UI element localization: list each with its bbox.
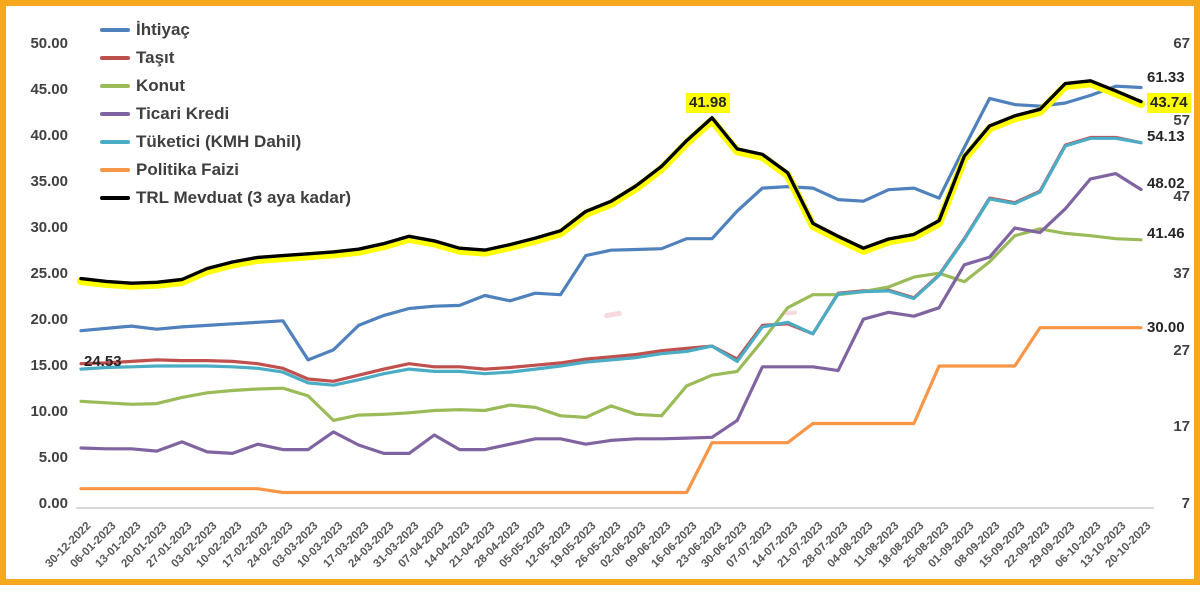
y-right-tick-17: 17: [1173, 418, 1190, 436]
line-chart-plot: [77, 79, 1145, 495]
legend-swatch-tuketici: [100, 140, 130, 144]
series-line-trl-mevduat: [79, 79, 1143, 285]
legend-item-tuketici[interactable]: Tüketici (KMH Dahil): [100, 128, 301, 156]
data-label-41.46: 41.46: [1147, 225, 1185, 242]
y-right-tick-7: 7: [1181, 495, 1190, 512]
y-left-tick-20.00: 20.00: [30, 311, 68, 328]
legend-swatch-trl-mevduat: [100, 196, 130, 200]
legend-swatch-ihtiyac: [100, 28, 130, 32]
data-label-24.53: 24.53: [84, 353, 122, 370]
legend-item-konut[interactable]: Konut: [100, 72, 185, 100]
legend-label-tuketici: Tüketici (KMH Dahil): [136, 132, 302, 151]
legend-item-trl-mevduat[interactable]: TRL Mevduat (3 aya kadar): [100, 184, 351, 212]
legend-swatch-tasit: [100, 56, 130, 60]
data-label-41.98: 41.98: [686, 93, 730, 113]
legend-swatch-konut: [100, 84, 130, 88]
data-label-54.13: 54.13: [1147, 128, 1185, 145]
legend-item-ticari-kredi[interactable]: Ticari Kredi: [100, 100, 229, 128]
legend-swatch-ticari-kredi: [100, 112, 130, 116]
legend-label-ticari-kredi: Ticari Kredi: [136, 104, 230, 123]
legend-label-politika-faizi: Politika Faizi: [136, 160, 239, 179]
y-right-tick-37: 37: [1173, 265, 1190, 282]
legend-item-tasit[interactable]: Taşıt: [100, 44, 174, 72]
y-left-tick-30.00: 30.00: [30, 219, 68, 236]
y-right-tick-27: 27: [1173, 341, 1190, 359]
y-left-tick-50.00: 50.00: [30, 35, 68, 52]
legend-item-politika-faizi[interactable]: Politika Faizi: [100, 156, 239, 184]
series-line-tuketici: [79, 136, 1143, 387]
data-label-43.74: 43.74: [1147, 93, 1191, 113]
y-left-tick-5.00: 5.00: [38, 449, 68, 466]
y-right-tick-47: 47: [1173, 188, 1190, 206]
data-label-48.02: 48.02: [1147, 175, 1185, 192]
y-left-tick-10.00: 10.00: [30, 403, 68, 420]
series-line-ticari-kredi: [79, 172, 1143, 455]
y-left-tick-40.00: 40.00: [30, 127, 68, 144]
y-left-tick-45.00: 45.00: [30, 81, 68, 98]
series-line-ihtiyac: [79, 84, 1143, 362]
legend-label-ihtiyac: İhtiyaç: [136, 20, 190, 39]
data-label-61.33: 61.33: [1147, 69, 1185, 86]
y-left-tick-15.00: 15.00: [30, 357, 68, 374]
y-left-tick-25.00: 25.00: [30, 265, 68, 282]
legend-label-konut: Konut: [136, 76, 186, 95]
legend-swatch-politika-faizi: [100, 168, 130, 172]
y-right-tick-67: 67: [1173, 35, 1190, 52]
legend-item-ihtiyac[interactable]: İhtiyaç: [100, 16, 190, 44]
y-left-tick-0.00: 0.00: [38, 495, 68, 512]
x-axis-line: [76, 507, 1154, 509]
series-line-politika-faizi: [79, 326, 1143, 495]
legend-label-trl-mevduat: TRL Mevduat (3 aya kadar): [136, 188, 352, 207]
chart-frame: 0.00 5.00 10.00 15.00 20.00 25.00 30.00 35.00 40…: [0, 0, 1200, 585]
y-left-tick-35.00: 35.00: [30, 173, 68, 190]
data-label-30.00: 30.00: [1147, 319, 1185, 336]
y-right-tick-57: 57: [1173, 111, 1190, 129]
legend-label-tasit: Taşıt: [136, 48, 175, 67]
series-line-konut: [79, 227, 1143, 422]
